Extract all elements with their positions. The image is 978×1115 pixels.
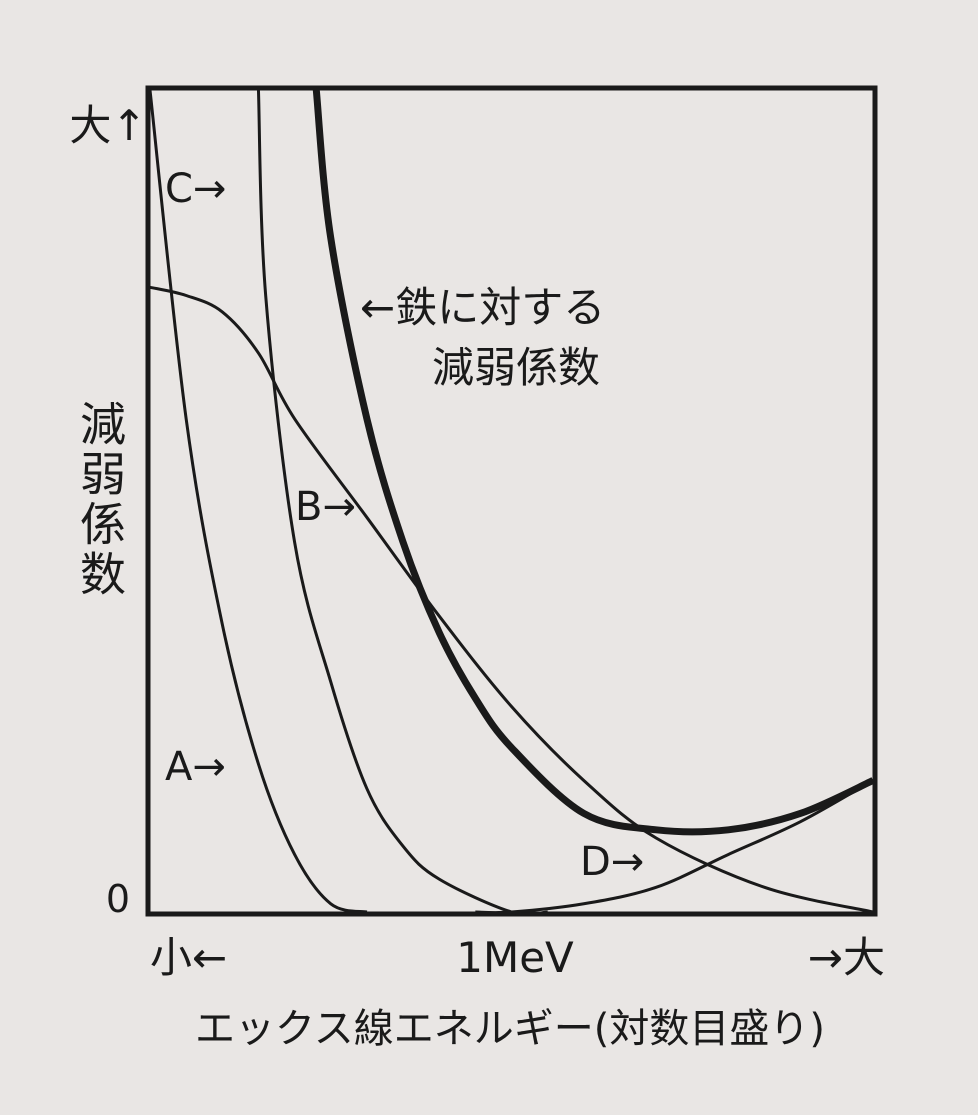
y-zero-label: 0	[106, 877, 130, 921]
x-low-label: 小←	[150, 933, 227, 982]
plot-frame	[145, 85, 878, 917]
series-label-iron: ←鉄に対する減弱係数	[360, 283, 605, 392]
series-line-5	[312, 89, 875, 836]
x-tick-label-1mev: 1MeV	[456, 933, 574, 982]
series-label-c: C→	[165, 166, 226, 212]
x-high-label: →大	[808, 933, 885, 982]
y-axis-label: 減弱係数	[73, 400, 127, 600]
y-high-label: 大↑	[69, 101, 146, 150]
series-line-4	[475, 779, 874, 915]
x-axis-label: エックス線エネルギー(対数目盛り)	[195, 1006, 825, 1052]
series-label-b: B→	[295, 484, 356, 530]
series-label-d: D→	[580, 839, 644, 885]
series-layer	[148, 89, 875, 916]
series-label-a: A→	[165, 744, 226, 790]
series-line-3	[256, 89, 548, 916]
series-line-1	[148, 89, 368, 914]
